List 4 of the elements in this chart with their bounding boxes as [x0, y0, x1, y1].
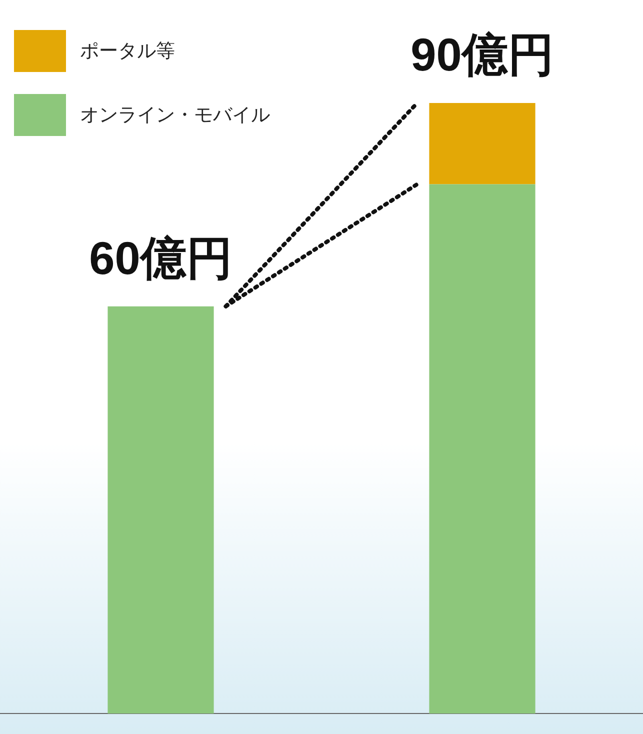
annotation: 60億円	[89, 232, 232, 284]
text: 90億円	[410, 28, 554, 81]
legend-label: ポータル等	[80, 39, 175, 64]
legend-label: オンライン・モバイル	[80, 103, 270, 128]
